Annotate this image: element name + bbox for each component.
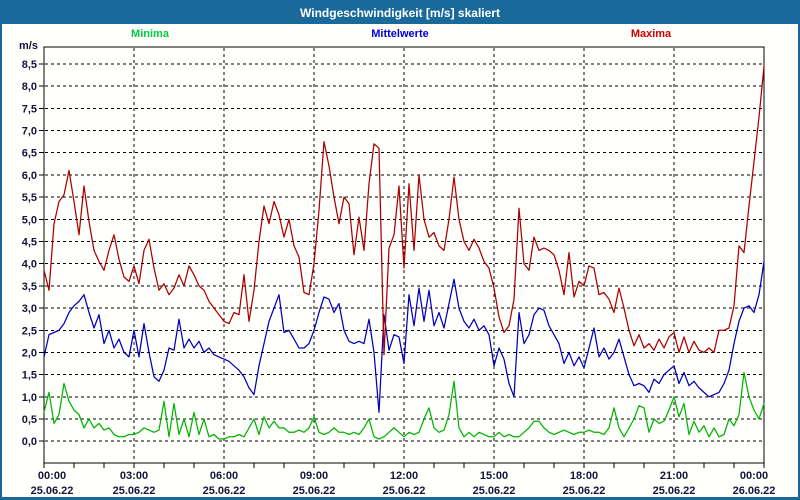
x-tick-time-label: 18:00 <box>570 470 598 482</box>
y-tick-label: 0,5 <box>22 414 37 426</box>
x-tick-date-label: 25.06.22 <box>383 485 426 497</box>
x-tick-date-label: 25.06.22 <box>473 485 516 497</box>
x-tick-time-label: 09:00 <box>300 470 328 482</box>
y-tick-label: 8,5 <box>22 59 37 71</box>
y-tick-label: 5,5 <box>22 192 37 204</box>
y-tick-label: 3,5 <box>22 281 37 293</box>
x-tick-time-label: 03:00 <box>120 470 148 482</box>
series-line-maxima <box>43 65 765 356</box>
y-tick-label: 4,0 <box>22 259 37 271</box>
x-tick-time-label: 15:00 <box>480 470 508 482</box>
y-tick-label: 7,5 <box>22 103 37 115</box>
y-tick-label: 0,0 <box>22 436 37 448</box>
x-tick-time-label: 06:00 <box>210 470 238 482</box>
x-tick-date-label: 25.06.22 <box>653 485 696 497</box>
y-tick-label: 5,0 <box>22 214 37 226</box>
y-tick-label: 3,0 <box>22 303 37 315</box>
x-tick-time-label: 00:00 <box>740 470 768 482</box>
y-tick-label: 2,5 <box>22 325 37 337</box>
x-tick-time-label: 12:00 <box>390 470 418 482</box>
y-tick-label: 8,0 <box>22 81 37 93</box>
window-title: Windgeschwindigkeit [m/s] skaliert <box>300 6 500 20</box>
x-tick-date-label: 26.06.22 <box>733 485 776 497</box>
x-tick-date-label: 25.06.22 <box>203 485 246 497</box>
x-tick-date-label: 25.06.22 <box>293 485 336 497</box>
y-tick-label: 2,0 <box>22 347 37 359</box>
title-bar: Windgeschwindigkeit [m/s] skaliert <box>2 2 798 24</box>
series-line-mittelwerte <box>43 260 765 414</box>
y-tick-label: 1,0 <box>22 392 37 404</box>
x-tick-date-label: 25.06.22 <box>563 485 606 497</box>
x-tick-date-label: 25.06.22 <box>31 485 74 497</box>
x-tick-date-label: 25.06.22 <box>113 485 156 497</box>
x-tick-time-label: 00:00 <box>38 470 66 482</box>
y-axis-unit-label: m/s <box>19 40 38 52</box>
legend-label-mittelwerte: Mittelwerte <box>371 28 429 40</box>
y-tick-label: 6,0 <box>22 170 37 182</box>
x-tick-time-label: 21:00 <box>660 470 688 482</box>
series-line-minima <box>43 371 765 440</box>
y-tick-label: 7,0 <box>22 126 37 138</box>
y-tick-label: 1,5 <box>22 370 37 382</box>
legend-label-minima: Minima <box>131 28 169 40</box>
y-tick-label: 4,5 <box>22 236 37 248</box>
y-tick-label: 6,5 <box>22 148 37 160</box>
legend-label-maxima: Maxima <box>630 28 672 40</box>
plot-frame <box>43 46 765 464</box>
